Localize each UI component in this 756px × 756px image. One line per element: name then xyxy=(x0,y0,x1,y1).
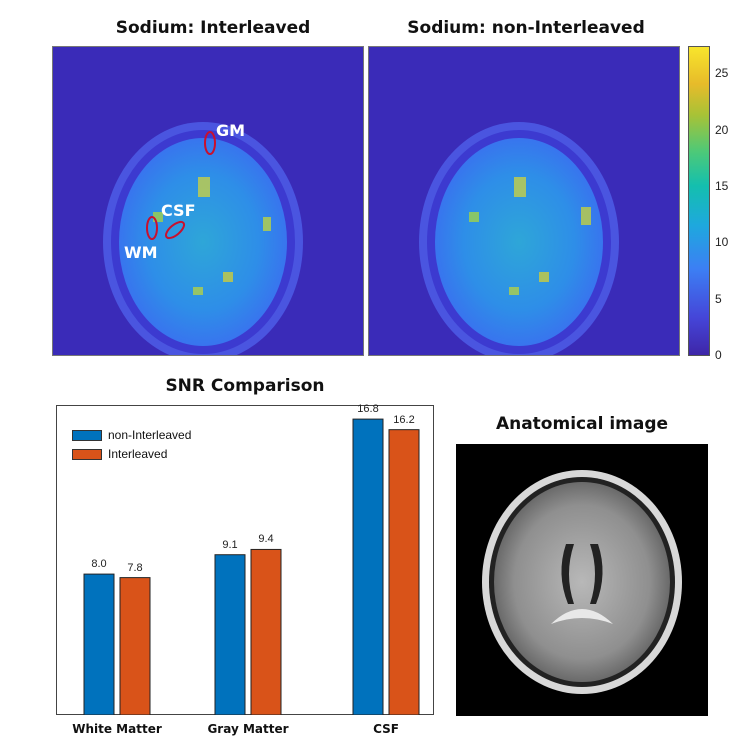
anatomical-mri xyxy=(482,470,682,694)
ventricle-left xyxy=(561,544,574,604)
right-map-title: Sodium: non-Interleaved xyxy=(407,18,645,38)
bar-value-label: 16.2 xyxy=(393,413,415,426)
hotspot xyxy=(198,177,210,197)
sodium-map-non-interleaved-image xyxy=(419,122,619,355)
roi-label-wm: WM xyxy=(124,243,158,262)
roi-gm-ellipse xyxy=(204,131,216,155)
bar-interleaved xyxy=(250,548,282,715)
roi-wm-ellipse xyxy=(146,216,158,240)
left-map-title: Sodium: Interleaved xyxy=(115,18,311,38)
hotspot xyxy=(263,217,271,231)
legend-swatch-interleaved xyxy=(72,448,102,460)
chart-legend: non-Interleaved Interleaved xyxy=(72,428,192,461)
colorbar-tick-label: 0 xyxy=(715,348,722,362)
bar-value-label: 16.8 xyxy=(357,403,379,416)
legend-item-non-interleaved: non-Interleaved xyxy=(72,428,191,442)
hotspot xyxy=(539,272,549,282)
ventricle-right xyxy=(590,544,603,604)
sodium-map-non-interleaved xyxy=(368,46,680,356)
bar-value-label: 9.1 xyxy=(222,538,238,551)
hotspot xyxy=(509,287,519,295)
roi-csf-ellipse xyxy=(164,220,186,240)
colorbar-tick-label: 15 xyxy=(715,178,729,193)
hotspot xyxy=(581,207,591,225)
colorbar-tick-label: 5 xyxy=(715,291,722,306)
legend-label-interleaved: Interleaved xyxy=(108,447,168,461)
bar-interleaved xyxy=(388,429,420,715)
anatomical-image xyxy=(456,444,708,716)
brain-region xyxy=(435,138,603,346)
bar-non-interleaved xyxy=(352,418,384,715)
bar-non-interleaved xyxy=(83,573,115,715)
legend-label-non-interleaved: non-Interleaved xyxy=(108,428,192,442)
x-axis-tick-label: CSF xyxy=(373,722,399,736)
roi-label-csf: CSF xyxy=(161,201,196,220)
snr-bar-chart xyxy=(56,405,434,715)
bar-value-label: 7.8 xyxy=(127,561,143,574)
x-axis-tick-label: White Matter xyxy=(72,722,162,736)
corpus-callosum xyxy=(551,609,613,624)
bar-value-label: 8.0 xyxy=(91,558,107,571)
anatomical-title: Anatomical image xyxy=(495,414,669,434)
legend-item-interleaved: Interleaved xyxy=(72,447,191,461)
colorbar-tick-label: 10 xyxy=(715,235,729,250)
hotspot xyxy=(514,177,526,197)
hotspot xyxy=(469,212,479,222)
x-axis-tick-label: Gray Matter xyxy=(207,722,289,736)
brain-region xyxy=(119,138,287,346)
hotspot xyxy=(153,212,163,222)
bar-non-interleaved xyxy=(214,554,246,715)
sodium-map-interleaved-image xyxy=(103,122,303,355)
roi-label-gm: GM xyxy=(216,121,246,140)
colorbar-tick-label: 25 xyxy=(715,66,729,81)
brain xyxy=(494,482,670,682)
hotspot xyxy=(223,272,233,282)
colorbar-tick-label: 20 xyxy=(715,122,729,137)
hotspot xyxy=(193,287,203,295)
legend-swatch-non-interleaved xyxy=(72,429,102,441)
colorbar xyxy=(688,46,710,356)
bar-value-label: 9.4 xyxy=(258,533,274,546)
chart-title: SNR Comparison xyxy=(165,376,325,396)
bar-interleaved xyxy=(119,577,151,715)
sodium-map-interleaved xyxy=(52,46,364,356)
